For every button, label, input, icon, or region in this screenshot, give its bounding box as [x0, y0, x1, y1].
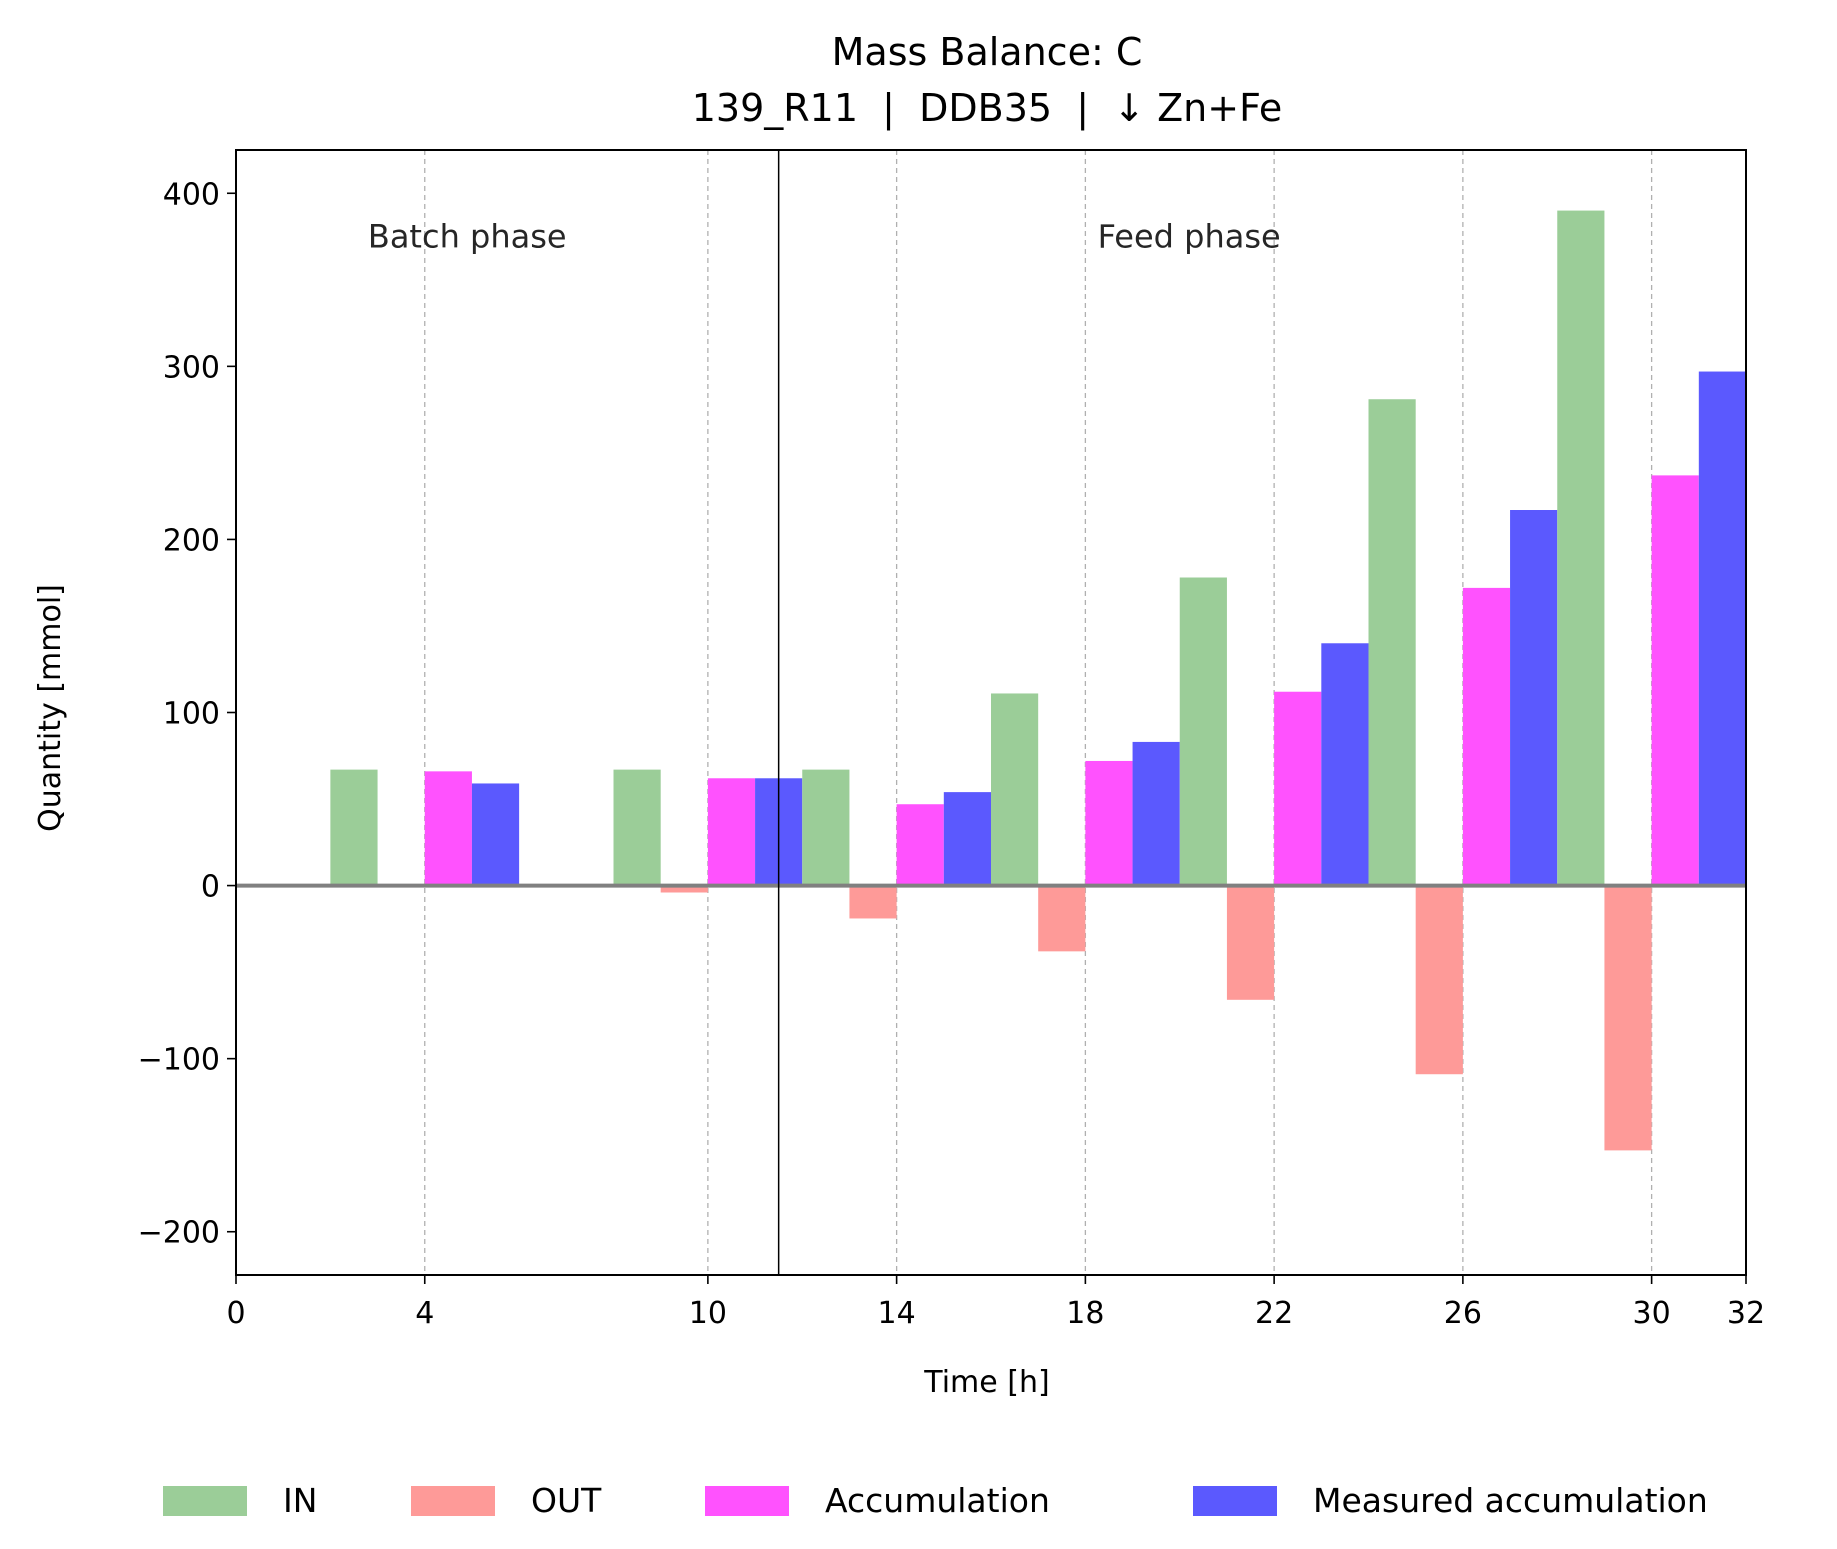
- bar-in: [613, 769, 661, 886]
- bar-in: [330, 769, 378, 886]
- y-axis-label: Quantity [mmol]: [33, 584, 68, 832]
- bar-accumulation: [424, 771, 472, 886]
- bar-in: [1557, 210, 1605, 886]
- legend-swatch: [411, 1486, 495, 1516]
- legend-item: Measured accumulation: [1193, 1481, 1708, 1520]
- bar-out: [1226, 885, 1275, 1000]
- legend-label: Accumulation: [825, 1481, 1050, 1520]
- bar-measured-accumulation: [471, 783, 520, 886]
- legend-item: Accumulation: [705, 1481, 1050, 1520]
- x-axis-label: Time [h]: [923, 1365, 1049, 1400]
- bar-measured-accumulation: [1698, 371, 1746, 886]
- x-tick-label: 32: [1727, 1296, 1765, 1331]
- legend-label: OUT: [531, 1481, 602, 1520]
- phase-labels: Batch phase Feed phase: [368, 218, 1281, 256]
- bar-out: [849, 885, 897, 919]
- x-tick-label: 0: [226, 1296, 245, 1331]
- reference-lines: [236, 150, 1746, 1275]
- y-tick-label: −200: [138, 1216, 220, 1251]
- y-tick-label: 400: [163, 177, 220, 212]
- legend-label: Measured accumulation: [1313, 1481, 1708, 1520]
- phase-label: Feed phase: [1098, 218, 1281, 256]
- x-tick-label: 18: [1066, 1296, 1104, 1331]
- bars: [330, 210, 1746, 1151]
- y-axis-ticks: −200 −100 0 100 200 300 400: [138, 177, 236, 1251]
- chart-title: Mass Balance: C: [832, 30, 1143, 74]
- phase-label: Batch phase: [368, 218, 567, 256]
- bar-out: [1415, 885, 1463, 1075]
- y-tick-label: 0: [201, 870, 220, 905]
- x-tick-label: 26: [1444, 1296, 1482, 1331]
- legend-item: IN: [163, 1481, 317, 1520]
- x-tick-label: 14: [878, 1296, 916, 1331]
- bar-measured-accumulation: [1510, 510, 1558, 886]
- y-tick-label: 100: [163, 697, 220, 732]
- bar-accumulation: [1085, 760, 1133, 886]
- bar-out: [660, 885, 708, 893]
- legend: IN OUT Accumulation Measured accumulation: [163, 1481, 1708, 1520]
- y-tick-label: 200: [163, 523, 220, 558]
- x-tick-label: 10: [689, 1296, 727, 1331]
- y-tick-label: 300: [163, 350, 220, 385]
- y-tick-label: −100: [138, 1043, 220, 1078]
- bar-measured-accumulation: [1132, 741, 1180, 886]
- x-axis-ticks: 0 4 10 14 18 22 26 30 32: [226, 1275, 1765, 1331]
- chart-subtitle: 139_R11 | DDB35 | ↓ Zn+Fe: [692, 86, 1283, 131]
- bar-in: [991, 693, 1039, 886]
- bar-accumulation: [896, 804, 944, 886]
- bar-in: [1179, 577, 1227, 886]
- x-tick-label: 4: [415, 1296, 434, 1331]
- legend-item: OUT: [411, 1481, 602, 1520]
- bar-accumulation: [1274, 691, 1322, 886]
- bar-in: [1368, 399, 1416, 886]
- bar-in: [802, 769, 850, 886]
- x-tick-label: 22: [1255, 1296, 1293, 1331]
- bar-out: [1038, 885, 1086, 952]
- bar-accumulation: [1462, 587, 1511, 886]
- bar-measured-accumulation: [1321, 643, 1369, 886]
- bar-measured-accumulation: [943, 792, 991, 886]
- x-tick-label: 30: [1633, 1296, 1671, 1331]
- bar-accumulation: [1651, 475, 1699, 886]
- legend-swatch: [1193, 1486, 1277, 1516]
- legend-swatch: [705, 1486, 789, 1516]
- legend-swatch: [163, 1486, 247, 1516]
- bar-out: [1604, 885, 1652, 1151]
- legend-label: IN: [283, 1481, 317, 1520]
- bar-accumulation: [707, 778, 756, 886]
